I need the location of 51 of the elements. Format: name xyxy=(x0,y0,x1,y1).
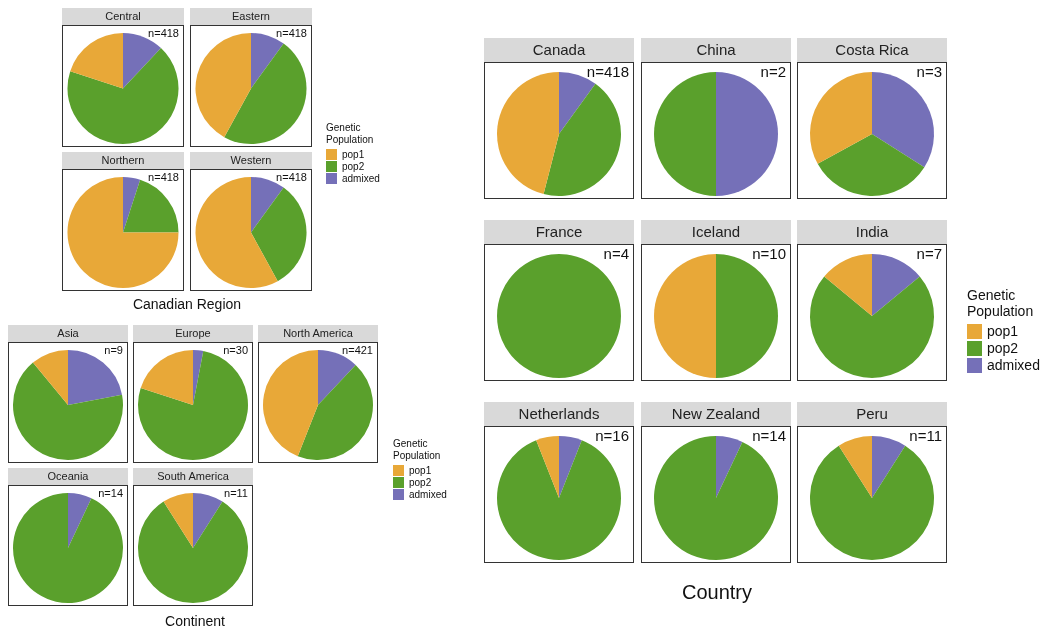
text: n=10 xyxy=(752,244,786,262)
legend-title: Genetic Population xyxy=(326,122,375,145)
slice-label: Europe xyxy=(133,325,253,342)
text: n=4 xyxy=(603,244,629,262)
slice-label: South America xyxy=(133,468,253,485)
text: n=2 xyxy=(760,62,786,80)
legend-label: pop1 xyxy=(409,465,432,476)
legend-label: pop1 xyxy=(342,149,365,160)
legend-label: admixed xyxy=(342,173,380,184)
slice-label: Iceland xyxy=(641,220,791,244)
slice-label: Canada xyxy=(484,38,634,62)
legend-title: Genetic Population xyxy=(967,287,1035,320)
text: n=418 xyxy=(276,170,307,183)
text: n=418 xyxy=(148,26,179,39)
slice-label: Oceania xyxy=(8,468,128,485)
text: n=11 xyxy=(909,426,942,444)
text: n=9 xyxy=(104,343,123,356)
legend-label: pop2 xyxy=(987,340,1019,357)
legend-label: pop2 xyxy=(342,161,365,172)
legend-title: Genetic Population xyxy=(393,438,442,461)
slice-label: France xyxy=(484,220,634,244)
legend-label: pop2 xyxy=(409,477,432,488)
text: n=11 xyxy=(224,486,248,499)
slice-label: Central xyxy=(62,8,184,25)
text: Country xyxy=(681,581,753,604)
text: n=16 xyxy=(595,426,629,444)
text: Continent xyxy=(165,613,225,629)
text: n=30 xyxy=(223,343,248,356)
text: Canadian Region xyxy=(132,296,242,312)
slice-label: China xyxy=(641,38,791,62)
legend-label: pop1 xyxy=(987,323,1019,340)
slice-label: Peru xyxy=(797,402,947,426)
slice-label: Costa Rica xyxy=(797,38,947,62)
slice-label: North America xyxy=(258,325,378,342)
slice-label: New Zealand xyxy=(641,402,791,426)
slice-label: Western xyxy=(190,152,312,169)
text: n=14 xyxy=(98,486,123,499)
slice-label: Eastern xyxy=(190,8,312,25)
text: n=418 xyxy=(586,62,629,80)
slice-label: India xyxy=(797,220,947,244)
text: n=14 xyxy=(752,426,786,444)
slice-label: Asia xyxy=(8,325,128,342)
legend-label: admixed xyxy=(987,357,1040,374)
slice-label: Netherlands xyxy=(484,402,634,426)
text: n=418 xyxy=(148,170,179,183)
text: n=7 xyxy=(916,244,942,262)
text: n=3 xyxy=(916,62,942,80)
text: n=421 xyxy=(342,343,373,356)
legend-label: admixed xyxy=(409,489,447,500)
text: n=418 xyxy=(276,26,307,39)
slice-label: Northern xyxy=(62,152,184,169)
